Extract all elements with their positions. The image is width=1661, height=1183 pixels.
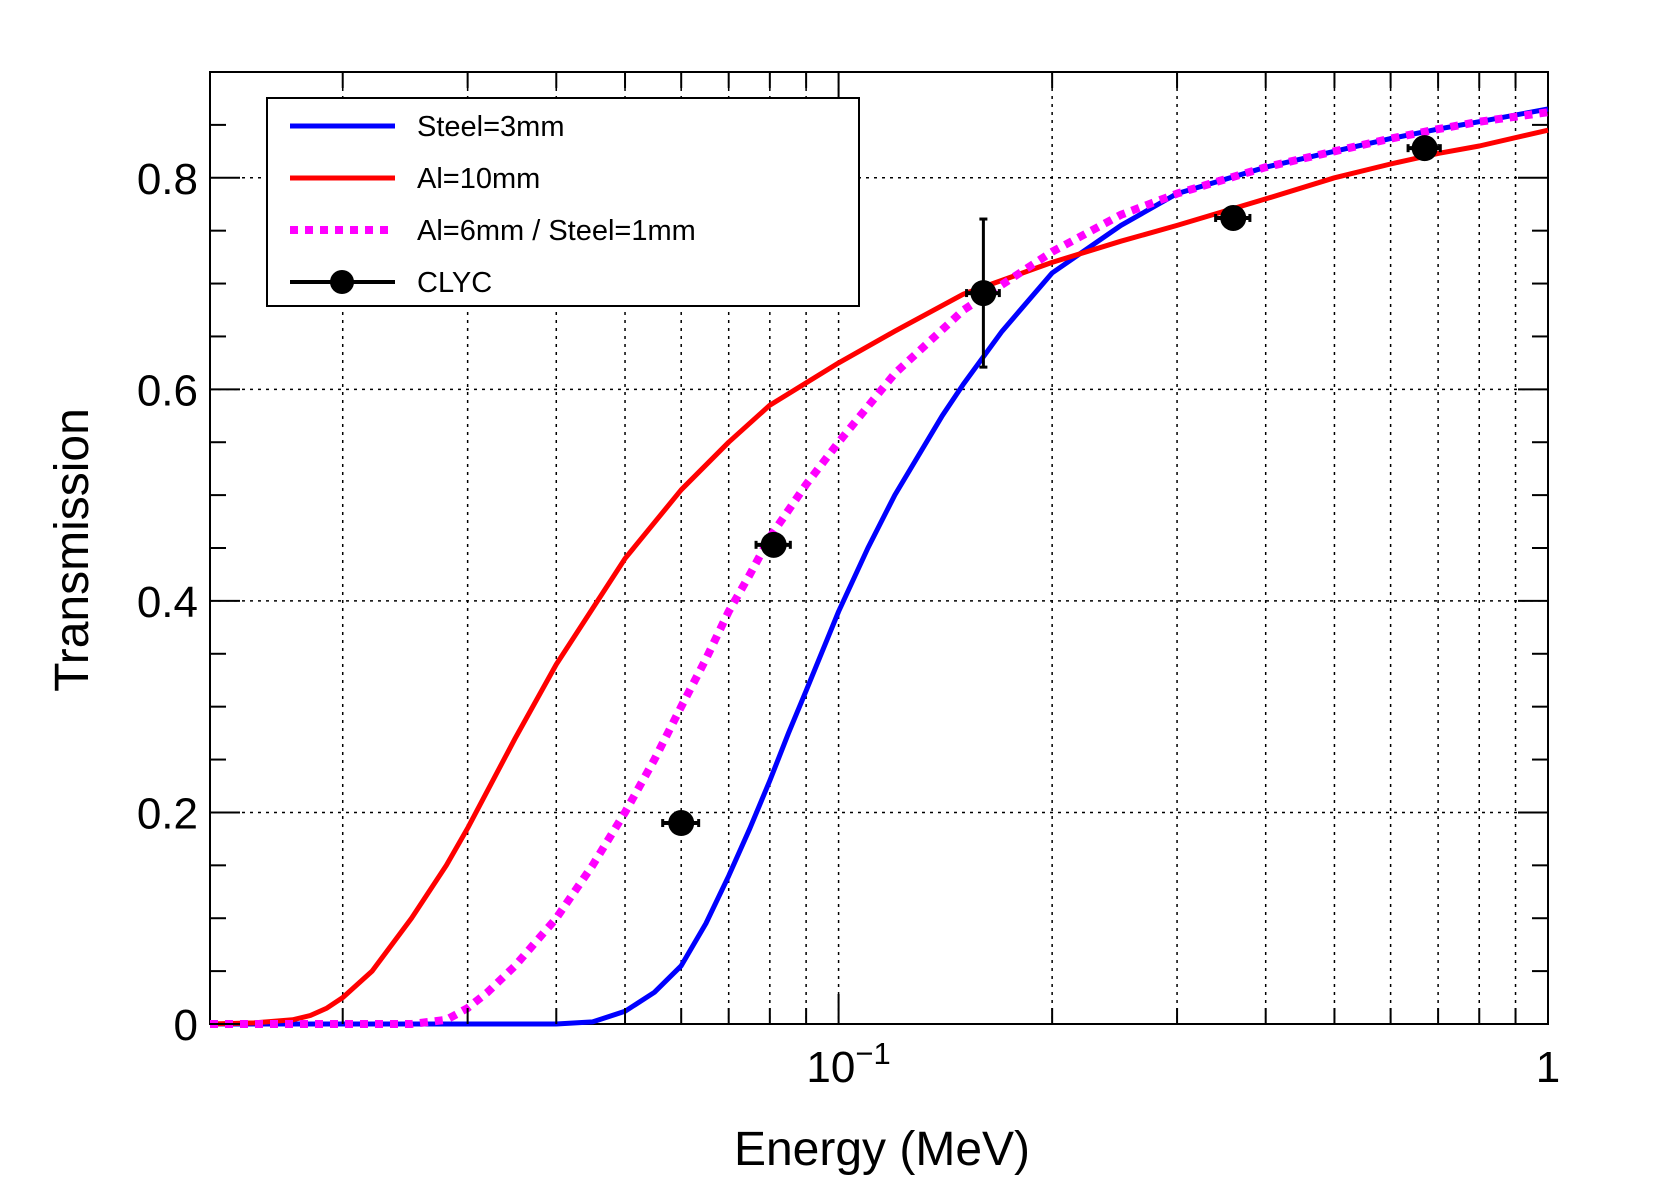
tick-labels-layer: 0 0.2 0.4 0.6 0.8 10−1 1: [137, 155, 1560, 1092]
y-tick-label: 0.8: [137, 155, 198, 204]
x-tick-label-base: 1: [1536, 1043, 1560, 1092]
grid-layer: [210, 72, 1548, 1024]
y-tick-label: 0.4: [137, 578, 198, 627]
legend-label-steel: Steel=3mm: [417, 111, 564, 143]
y-tick-label: 0.6: [137, 366, 198, 415]
series-layer: [209, 106, 1549, 1028]
x-axis-title: Energy (MeV): [734, 1123, 1030, 1176]
x-tick-label-base: 10: [806, 1043, 855, 1092]
legend-box: [266, 97, 860, 307]
x-tick-label: 10−1: [806, 1036, 890, 1092]
y-axis-title: Transmission: [46, 408, 99, 692]
series-line-al: [209, 127, 1549, 1027]
x-tick-label-exponent: −1: [855, 1036, 890, 1071]
clyc-data-point: [668, 810, 695, 837]
points-layer: [661, 135, 1442, 837]
series-line-al-steel: [210, 108, 1549, 1028]
clyc-data-point: [1411, 135, 1438, 162]
x-tick-label: 1: [1536, 1043, 1560, 1092]
series-line-steel: [210, 106, 1549, 1027]
legend-label-al: Al=10mm: [417, 163, 540, 195]
y-tick-label: 0.2: [137, 789, 198, 838]
y-tick-label: 0: [174, 1001, 198, 1050]
clyc-data-point: [760, 531, 787, 558]
legend-label-al-steel: Al=6mm / Steel=1mm: [417, 215, 696, 247]
clyc-data-point: [1220, 204, 1247, 231]
ticks-layer: [210, 71, 1549, 1025]
legend: Steel=3mm Al=10mm Al=6mm / Steel=1mm CLY…: [266, 97, 860, 307]
clyc-data-point: [970, 280, 997, 307]
legend-label-clyc: CLYC: [417, 267, 492, 299]
legend-marker-clyc: [330, 270, 354, 294]
